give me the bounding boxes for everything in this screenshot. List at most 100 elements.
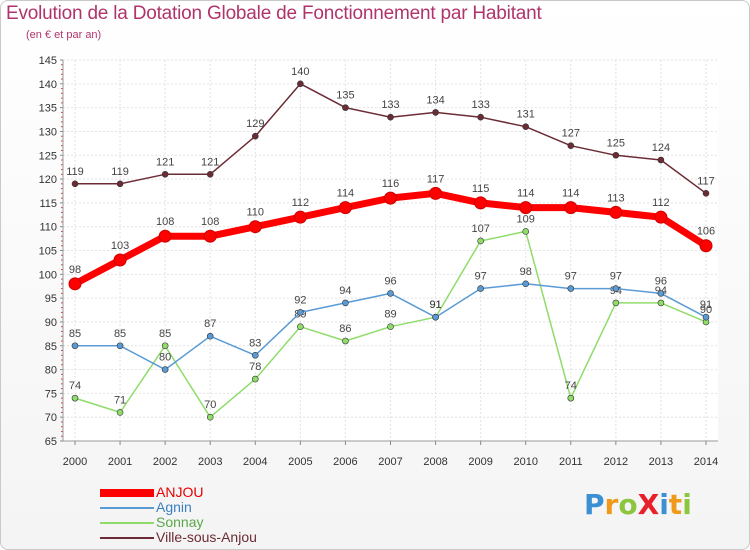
data-point-sonnay xyxy=(477,237,484,245)
legend-label-ville-sous-anjou: Ville-sous-Anjou xyxy=(156,529,257,545)
data-point-anjou xyxy=(293,210,307,224)
data-point-sonnay xyxy=(251,375,259,383)
y-tick-label: 65 xyxy=(45,436,57,448)
data-label-ville-sous-anjou: 133 xyxy=(381,99,399,111)
data-label-sonnay: 107 xyxy=(471,223,489,235)
data-point-anjou xyxy=(248,220,262,234)
data-label-sonnay: 86 xyxy=(339,323,351,335)
data-point-sonnay xyxy=(206,413,214,421)
data-label-anjou: 114 xyxy=(562,188,580,200)
x-tick-label: 2009 xyxy=(468,456,492,468)
logo-letter: i xyxy=(682,488,692,521)
data-label-agnin: 97 xyxy=(610,271,622,283)
x-tick-label: 2012 xyxy=(604,456,628,468)
data-label-agnin: 96 xyxy=(384,275,396,287)
data-point-agnin xyxy=(71,342,79,350)
data-point-ville-sous-anjou xyxy=(657,156,665,164)
data-label-ville-sous-anjou: 133 xyxy=(471,99,489,111)
x-tick-label: 2005 xyxy=(288,456,312,468)
x-tick-label: 2011 xyxy=(559,456,583,468)
data-label-ville-sous-anjou: 125 xyxy=(607,137,625,149)
y-tick-label: 90 xyxy=(45,317,57,329)
x-tick-label: 2006 xyxy=(333,456,357,468)
y-tick-label: 80 xyxy=(45,365,57,377)
data-label-sonnay: 78 xyxy=(249,361,261,373)
data-point-agnin xyxy=(702,313,710,321)
x-tick-label: 2003 xyxy=(198,456,222,468)
data-point-sonnay xyxy=(612,299,620,307)
logo-letter: P xyxy=(584,488,605,521)
x-tick-label: 2007 xyxy=(378,456,402,468)
data-point-ville-sous-anjou xyxy=(567,142,575,150)
data-label-ville-sous-anjou: 135 xyxy=(336,90,354,102)
legend-swatch-agnin xyxy=(100,507,154,509)
data-label-anjou: 117 xyxy=(427,173,445,185)
data-point-sonnay xyxy=(387,323,394,331)
data-label-anjou: 115 xyxy=(472,183,490,195)
data-label-sonnay: 85 xyxy=(159,328,171,340)
data-label-agnin: 83 xyxy=(249,337,261,349)
x-tick-label: 2008 xyxy=(423,456,447,468)
data-point-agnin xyxy=(567,285,575,292)
data-label-ville-sous-anjou: 131 xyxy=(517,109,535,121)
proxiti-logo: ProXiti xyxy=(584,488,692,521)
data-point-sonnay xyxy=(71,394,79,402)
data-label-sonnay: 109 xyxy=(517,213,535,225)
data-point-ville-sous-anjou xyxy=(477,113,484,121)
data-label-sonnay: 89 xyxy=(384,309,396,321)
data-point-sonnay xyxy=(567,394,575,402)
y-tick-label: 100 xyxy=(39,269,57,281)
data-point-sonnay xyxy=(522,228,530,235)
x-tick-label: 2001 xyxy=(108,456,132,468)
data-point-sonnay xyxy=(161,342,169,350)
data-point-anjou xyxy=(699,239,713,253)
data-point-agnin xyxy=(477,285,484,292)
data-label-sonnay: 74 xyxy=(565,380,577,392)
data-point-agnin xyxy=(206,332,214,340)
data-point-sonnay xyxy=(297,323,304,331)
data-point-anjou xyxy=(203,229,217,243)
data-point-anjou xyxy=(609,205,623,219)
data-point-agnin xyxy=(161,366,169,373)
x-tick-label: 2000 xyxy=(63,456,87,468)
data-label-agnin: 97 xyxy=(565,271,577,283)
legend-label-anjou: ANJOU xyxy=(156,484,204,500)
data-label-anjou: 108 xyxy=(201,216,219,228)
data-label-agnin: 92 xyxy=(294,294,306,306)
data-point-agnin xyxy=(342,299,349,307)
y-tick-label: 120 xyxy=(39,174,57,186)
data-label-ville-sous-anjou: 134 xyxy=(426,94,444,106)
data-label-ville-sous-anjou: 127 xyxy=(562,128,580,140)
data-point-sonnay xyxy=(342,337,349,345)
data-label-sonnay: 91 xyxy=(429,299,441,311)
legend-label-sonnay: Sonnay xyxy=(156,514,204,530)
legend-swatch-sonnay xyxy=(100,522,154,524)
data-label-ville-sous-anjou: 119 xyxy=(111,166,129,178)
data-point-ville-sous-anjou xyxy=(297,80,304,88)
logo-letter: r xyxy=(604,488,619,521)
data-label-ville-sous-anjou: 124 xyxy=(652,142,670,154)
data-label-anjou: 116 xyxy=(382,178,400,190)
data-point-agnin xyxy=(387,290,394,297)
data-point-anjou xyxy=(113,253,127,267)
data-label-anjou: 108 xyxy=(156,216,174,228)
data-label-ville-sous-anjou: 140 xyxy=(291,66,309,78)
data-label-agnin: 97 xyxy=(475,271,487,283)
y-tick-label: 140 xyxy=(39,79,57,91)
data-label-agnin: 94 xyxy=(339,285,351,297)
data-point-ville-sous-anjou xyxy=(161,171,169,178)
data-point-ville-sous-anjou xyxy=(116,180,124,188)
data-label-anjou: 112 xyxy=(292,197,310,209)
y-tick-label: 135 xyxy=(39,103,57,115)
data-point-sonnay xyxy=(116,409,124,416)
data-point-anjou xyxy=(519,201,533,215)
data-label-sonnay: 74 xyxy=(69,380,81,392)
legend-swatch-ville-sous-anjou xyxy=(100,537,154,539)
data-point-ville-sous-anjou xyxy=(342,104,349,111)
y-tick-label: 75 xyxy=(45,388,57,400)
data-label-agnin: 80 xyxy=(159,352,171,364)
x-tick-label: 2013 xyxy=(649,456,673,468)
data-point-agnin xyxy=(612,285,620,292)
chart-subtitle: (en € et par an) xyxy=(26,29,102,41)
